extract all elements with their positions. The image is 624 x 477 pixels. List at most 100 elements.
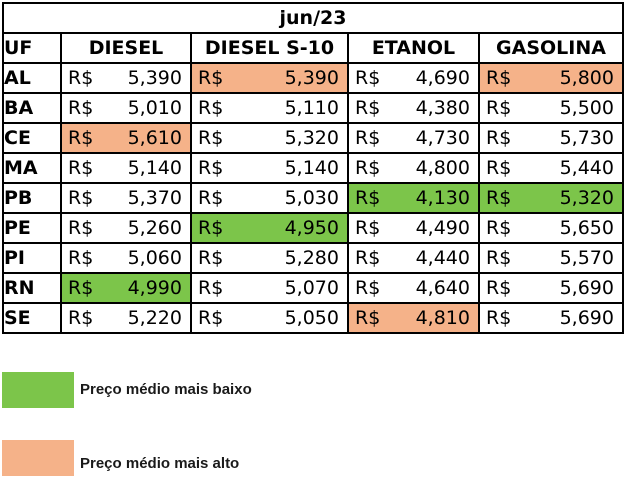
price-value: 4,640	[415, 277, 470, 299]
uf-cell: PI	[2, 242, 62, 274]
price-cell: R$ 5,220	[60, 302, 192, 334]
price-cell: R$ 5,500	[478, 92, 624, 124]
price-cell: R$ 4,440	[347, 242, 480, 274]
currency-label: R$	[68, 307, 94, 329]
price-value: 4,990	[127, 277, 182, 299]
currency-label: R$	[68, 187, 94, 209]
table-title: jun/23	[2, 2, 624, 34]
price-value: 5,070	[284, 277, 339, 299]
currency-label: R$	[355, 127, 381, 149]
price-cell: R$ 4,800	[347, 152, 480, 184]
price-value: 5,010	[127, 97, 182, 119]
price-table: jun/23 UF DIESEL DIESEL S-10 ETANOL GASO…	[2, 2, 624, 334]
currency-label: R$	[486, 277, 512, 299]
table-row: RN R$ 4,990 R$ 5,070 R$ 4,640 R$ 5,690	[2, 272, 624, 304]
column-header: DIESEL	[60, 32, 192, 64]
price-cell: R$ 5,060	[60, 242, 192, 274]
price-cell: R$ 5,690	[478, 302, 624, 334]
header-row: UF DIESEL DIESEL S-10 ETANOL GASOLINA	[2, 32, 624, 64]
currency-label: R$	[486, 307, 512, 329]
price-cell: R$ 4,490	[347, 212, 480, 244]
uf-cell: AL	[2, 62, 62, 94]
column-header: ETANOL	[347, 32, 480, 64]
uf-cell: PB	[2, 182, 62, 214]
price-cell: R$ 5,010	[60, 92, 192, 124]
currency-label: R$	[486, 187, 512, 209]
price-cell: R$ 5,140	[190, 152, 349, 184]
price-value: 5,060	[127, 247, 182, 269]
price-cell: R$ 5,140	[60, 152, 192, 184]
currency-label: R$	[198, 277, 224, 299]
price-value: 5,140	[284, 157, 339, 179]
currency-label: R$	[486, 247, 512, 269]
price-value: 5,260	[127, 217, 182, 239]
uf-cell: SE	[2, 302, 62, 334]
price-value: 4,810	[415, 307, 470, 329]
price-value: 5,220	[127, 307, 182, 329]
price-cell: R$ 5,030	[190, 182, 349, 214]
price-value: 5,050	[284, 307, 339, 329]
currency-label: R$	[68, 277, 94, 299]
price-value: 5,370	[127, 187, 182, 209]
price-value: 4,490	[415, 217, 470, 239]
column-header: DIESEL S-10	[190, 32, 349, 64]
currency-label: R$	[355, 247, 381, 269]
currency-label: R$	[486, 157, 512, 179]
price-cell: R$ 5,370	[60, 182, 192, 214]
currency-label: R$	[486, 217, 512, 239]
table-row: AL R$ 5,390 R$ 5,390 R$ 4,690 R$ 5,800	[2, 62, 624, 94]
legend-swatch-high	[2, 440, 74, 476]
currency-label: R$	[486, 67, 512, 89]
price-value: 4,730	[415, 127, 470, 149]
currency-label: R$	[355, 307, 381, 329]
price-cell: R$ 5,260	[60, 212, 192, 244]
uf-header: UF	[2, 32, 62, 64]
price-value: 5,320	[559, 187, 614, 209]
price-value: 4,690	[415, 67, 470, 89]
price-cell: R$ 5,320	[478, 182, 624, 214]
currency-label: R$	[486, 127, 512, 149]
currency-label: R$	[355, 187, 381, 209]
currency-label: R$	[68, 157, 94, 179]
currency-label: R$	[198, 217, 224, 239]
price-cell: R$ 4,690	[347, 62, 480, 94]
price-value: 5,570	[559, 247, 614, 269]
price-cell: R$ 5,320	[190, 122, 349, 154]
table-body: AL R$ 5,390 R$ 5,390 R$ 4,690 R$ 5,800 BA R$ 5,010 R…	[2, 62, 624, 334]
price-cell: R$ 4,130	[347, 182, 480, 214]
price-cell: R$ 5,280	[190, 242, 349, 274]
uf-cell: MA	[2, 152, 62, 184]
price-cell: R$ 4,730	[347, 122, 480, 154]
currency-label: R$	[486, 97, 512, 119]
table-row: PI R$ 5,060 R$ 5,280 R$ 4,440 R$ 5,570	[2, 242, 624, 274]
currency-label: R$	[355, 157, 381, 179]
currency-label: R$	[355, 97, 381, 119]
price-value: 4,440	[415, 247, 470, 269]
price-value: 4,950	[284, 217, 339, 239]
currency-label: R$	[68, 127, 94, 149]
price-cell: R$ 4,380	[347, 92, 480, 124]
price-value: 5,440	[559, 157, 614, 179]
table-row: PE R$ 5,260 R$ 4,950 R$ 4,490 R$ 5,650	[2, 212, 624, 244]
price-value: 5,730	[559, 127, 614, 149]
uf-cell: BA	[2, 92, 62, 124]
price-cell: R$ 5,390	[190, 62, 349, 94]
table-row: MA R$ 5,140 R$ 5,140 R$ 4,800 R$ 5,440	[2, 152, 624, 184]
currency-label: R$	[355, 217, 381, 239]
price-cell: R$ 5,110	[190, 92, 349, 124]
price-cell: R$ 4,950	[190, 212, 349, 244]
table-row: SE R$ 5,220 R$ 5,050 R$ 4,810 R$ 5,690	[2, 302, 624, 334]
currency-label: R$	[68, 247, 94, 269]
price-cell: R$ 4,990	[60, 272, 192, 304]
price-value: 5,650	[559, 217, 614, 239]
price-cell: R$ 5,390	[60, 62, 192, 94]
price-cell: R$ 5,050	[190, 302, 349, 334]
price-cell: R$ 5,800	[478, 62, 624, 94]
price-value: 5,610	[127, 127, 182, 149]
currency-label: R$	[355, 67, 381, 89]
price-value: 4,800	[415, 157, 470, 179]
price-value: 5,500	[559, 97, 614, 119]
legend-label-high: Preço médio mais alto	[80, 455, 240, 472]
price-cell: R$ 5,650	[478, 212, 624, 244]
price-value: 5,690	[559, 277, 614, 299]
